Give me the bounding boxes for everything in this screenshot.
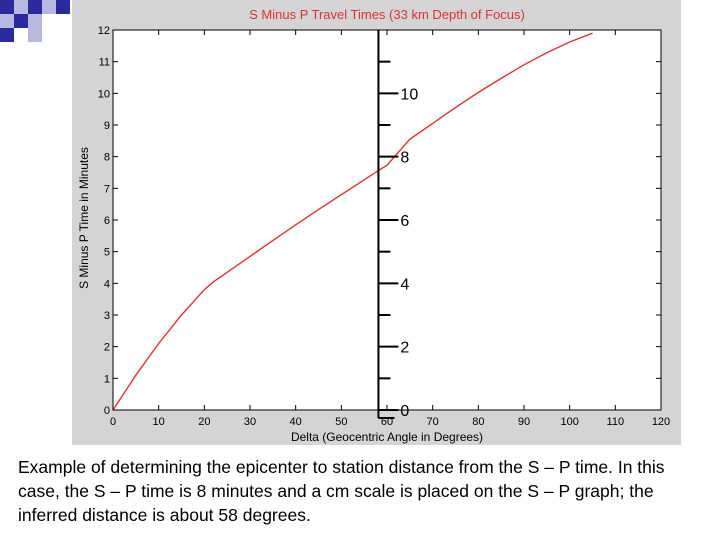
x-tick-label: 120 bbox=[652, 416, 670, 428]
y-tick-label: 3 bbox=[104, 310, 110, 322]
x-tick-label: 100 bbox=[560, 416, 578, 428]
scale-label: 8 bbox=[400, 150, 409, 167]
cm-scale-overlay: 0 2 4 6 8 10 bbox=[377, 30, 418, 420]
x-tick-label: 110 bbox=[607, 416, 625, 428]
y-tick-label: 6 bbox=[104, 215, 110, 227]
scale-label: 2 bbox=[400, 340, 409, 357]
y-tick-label: 0 bbox=[104, 405, 110, 417]
x-tick-label: 0 bbox=[110, 416, 116, 428]
y-tick-label: 8 bbox=[104, 152, 110, 164]
travel-time-curve bbox=[112, 32, 593, 411]
scale-label: 10 bbox=[400, 86, 418, 103]
chart-figure: 0 10 20 30 40 50 60 70 80 90 100 110 120 0 1 2 3 4 5 6 7 8 9 10… bbox=[72, 0, 681, 445]
y-tick-label: 5 bbox=[104, 247, 110, 259]
x-tick-label: 20 bbox=[198, 416, 210, 428]
scale-label: 4 bbox=[400, 276, 409, 293]
y-tick-label: 7 bbox=[104, 183, 110, 195]
y-axis-label: S Minus P Time in Minutes bbox=[77, 147, 91, 289]
x-tick-label: 90 bbox=[518, 416, 530, 428]
y-tick-label: 10 bbox=[98, 88, 110, 100]
x-tick-label: 40 bbox=[290, 416, 302, 428]
chart-title: S Minus P Travel Times (33 km Depth of F… bbox=[249, 7, 525, 22]
travel-time-chart: 0 10 20 30 40 50 60 70 80 90 100 110 120012345678910… bbox=[77, 7, 670, 444]
scale-label: 6 bbox=[400, 213, 409, 230]
x-tick-label: 10 bbox=[153, 416, 165, 428]
y-tick-label: 2 bbox=[104, 342, 110, 354]
y-tick-label: 9 bbox=[104, 120, 110, 132]
x-tick-label: 80 bbox=[472, 416, 484, 428]
x-tick-label: 50 bbox=[335, 416, 347, 428]
x-tick-label: 70 bbox=[427, 416, 439, 428]
caption-text: Example of determining the epicenter to … bbox=[18, 457, 665, 525]
y-tick-label: 12 bbox=[98, 25, 110, 37]
y-tick-label: 1 bbox=[104, 373, 110, 385]
x-axis-label: Delta (Geocentric Angle in Degrees) bbox=[291, 430, 483, 444]
scale-label: 0 bbox=[400, 403, 409, 420]
y-tick-label: 4 bbox=[104, 278, 110, 290]
checker-squares-icon bbox=[0, 0, 70, 42]
y-tick-label: 11 bbox=[99, 57, 110, 69]
x-tick-label: 30 bbox=[244, 416, 256, 428]
